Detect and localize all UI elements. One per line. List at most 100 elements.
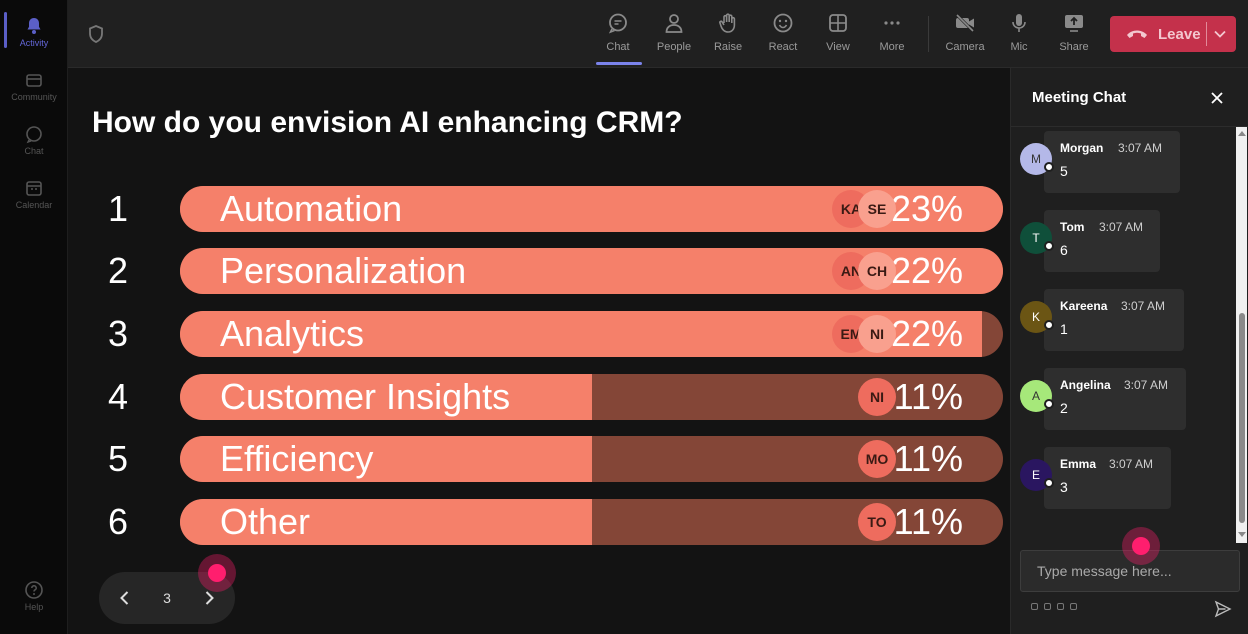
poll-option-bar: Efficiency MO 11% xyxy=(180,436,1003,482)
poll-option-percent: 22% xyxy=(890,250,963,291)
toolbar-share-button[interactable]: Share xyxy=(1048,10,1100,60)
gif-icon[interactable] xyxy=(1070,603,1077,610)
toolbar-button-label: Camera xyxy=(945,41,985,53)
toolbar-view-button[interactable]: View xyxy=(812,10,864,60)
share-icon xyxy=(1065,15,1083,32)
message-bubble: Morgan 3:07 AM 5 xyxy=(1044,131,1180,193)
chat-icon xyxy=(608,13,627,34)
emoji-icon[interactable] xyxy=(1057,603,1064,610)
rail-item-label: Help xyxy=(24,602,44,612)
shield-icon[interactable] xyxy=(86,24,106,44)
message-bubble: Tom 3:07 AM 6 xyxy=(1044,210,1160,272)
chat-format-tools xyxy=(1031,603,1077,610)
chat-divider xyxy=(1011,126,1248,127)
message-time: 3:07 AM xyxy=(1118,141,1163,155)
toolbar-button-label: Raise xyxy=(713,41,743,53)
message-text: 5 xyxy=(1060,163,1068,179)
poll-option-fill xyxy=(180,374,592,420)
meeting-chat-panel: Meeting Chat Morgan 3:07 AM 5 M Tom 3:07 AM 6 T… xyxy=(1010,68,1248,634)
view-grid-icon xyxy=(829,14,847,32)
cursor-highlight xyxy=(198,554,236,592)
presence-status-icon xyxy=(1044,320,1054,330)
app-rail: Activity Community Chat Calendar Help xyxy=(0,0,68,634)
poll-option-percent: 22% xyxy=(890,313,963,354)
poll-option-row: 5 Efficiency MO 11% xyxy=(98,436,1003,482)
toolbar-chat-button[interactable]: Chat xyxy=(592,10,644,60)
chat-scrollbar[interactable] xyxy=(1236,127,1247,543)
rail-item-calendar[interactable]: Calendar xyxy=(0,168,68,220)
voter-avatar: NI xyxy=(858,315,896,353)
calendar-icon xyxy=(26,181,42,196)
poll-option-bar: Automation KA SE 23% xyxy=(180,186,1003,232)
react-icon xyxy=(773,13,793,33)
message-time: 3:07 AM xyxy=(1109,457,1154,471)
message-sender: Emma xyxy=(1060,457,1097,471)
scroll-up-arrow[interactable] xyxy=(1238,131,1246,136)
presence-status-icon xyxy=(1044,241,1054,251)
rail-item-label: Chat xyxy=(24,146,44,156)
chat-panel-title: Meeting Chat xyxy=(1032,89,1127,106)
raise-hand-icon xyxy=(719,13,736,33)
rail-item-activity[interactable]: Activity xyxy=(0,6,68,58)
poll-option-fill xyxy=(180,499,592,545)
rail-item-help[interactable]: Help xyxy=(0,570,68,622)
toolbar-people-button[interactable]: People xyxy=(648,10,700,60)
close-icon[interactable] xyxy=(1209,90,1225,106)
poll-option-bar: Personalization AN CH 22% xyxy=(180,248,1003,294)
poll-option-row: 3 Analytics EM NI 22% xyxy=(98,311,1003,357)
toolbar-camera-button[interactable]: Camera xyxy=(939,10,991,60)
community-icon xyxy=(26,74,42,87)
scroll-down-arrow[interactable] xyxy=(1238,532,1246,537)
presentation-stage: How do you envision AI enhancing CRM? 1 A… xyxy=(68,68,1010,634)
chevron-down-icon[interactable] xyxy=(1213,27,1227,41)
toolbar-more-button[interactable]: More xyxy=(866,10,918,60)
toolbar-raise-button[interactable]: Raise xyxy=(702,10,754,60)
toolbar-button-label: Share xyxy=(1059,41,1089,53)
poll-option-label: Other xyxy=(220,501,311,542)
poll-option-number: 2 xyxy=(107,250,129,291)
attach-icon[interactable] xyxy=(1044,603,1051,610)
format-icon[interactable] xyxy=(1031,603,1038,610)
leave-label: Leave xyxy=(1158,25,1201,43)
toolbar-separator xyxy=(928,16,929,52)
leave-split-divider xyxy=(1206,22,1207,46)
message-bubble: Kareena 3:07 AM 1 xyxy=(1044,289,1184,351)
poll-option-label: Analytics xyxy=(220,313,365,354)
poll-option-fill xyxy=(180,436,592,482)
poll-option-number: 1 xyxy=(107,188,129,229)
toolbar-button-label: React xyxy=(768,41,798,53)
mic-icon xyxy=(1012,14,1026,32)
toolbar-react-button[interactable]: React xyxy=(757,10,809,60)
message-text: 2 xyxy=(1060,400,1068,416)
message-time: 3:07 AM xyxy=(1099,220,1144,234)
presence-status-icon xyxy=(1044,162,1054,172)
toolbar-button-label: More xyxy=(879,41,905,53)
rail-item-label: Community xyxy=(11,92,57,102)
poll-option-label: Customer Insights xyxy=(220,376,511,417)
poll-option-number: 3 xyxy=(107,313,129,354)
rail-active-indicator xyxy=(4,12,7,48)
message-text: 1 xyxy=(1060,321,1068,337)
people-icon xyxy=(665,14,683,33)
camera-off-icon xyxy=(955,13,975,33)
chat-message-input[interactable] xyxy=(1020,550,1240,592)
poll-option-number: 5 xyxy=(107,438,129,479)
chevron-left-icon[interactable] xyxy=(115,588,135,608)
meeting-toolbar: Chat People Raise React View More Camera xyxy=(68,0,1248,68)
toolbar-mic-button[interactable]: Mic xyxy=(993,10,1045,60)
voter-avatar: SE xyxy=(858,190,896,228)
poll-option-row: 2 Personalization AN CH 22% xyxy=(98,248,1003,294)
leave-button[interactable]: Leave xyxy=(1110,16,1236,52)
chevron-right-icon[interactable] xyxy=(199,588,219,608)
message-text: 6 xyxy=(1060,242,1068,258)
poll-option-percent: 11% xyxy=(893,376,963,417)
send-icon[interactable] xyxy=(1214,600,1232,618)
poll-option-number: 6 xyxy=(107,501,129,542)
rail-item-chat[interactable]: Chat xyxy=(0,114,68,166)
voter-avatar: MO xyxy=(858,440,896,478)
rail-item-community[interactable]: Community xyxy=(0,60,68,112)
scroll-thumb[interactable] xyxy=(1239,313,1245,523)
poll-option-row: 4 Customer Insights NI 11% xyxy=(98,374,1003,420)
poll-option-label: Efficiency xyxy=(220,438,374,479)
message-bubble: Emma 3:07 AM 3 xyxy=(1044,447,1171,509)
